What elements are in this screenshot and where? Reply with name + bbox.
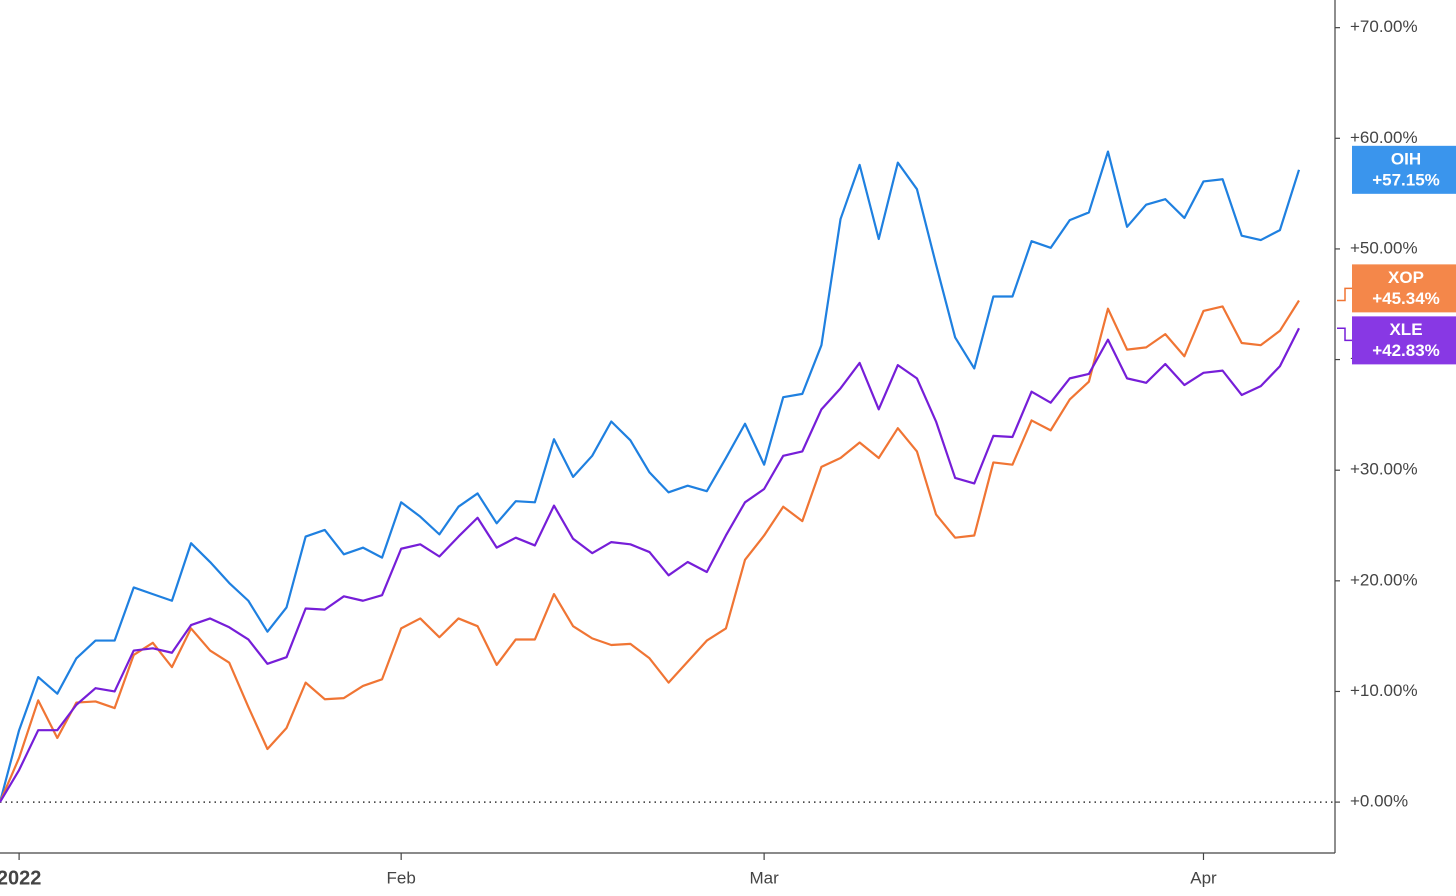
line-series — [0, 327, 1300, 803]
end-label-box — [1352, 316, 1456, 365]
line-series — [0, 299, 1300, 803]
y-tick-label: +50.00% — [1350, 238, 1418, 257]
end-value-label: +45.34% — [1372, 289, 1440, 308]
legend-label: OIH — [1391, 149, 1421, 168]
y-tick-label: +70.00% — [1350, 17, 1418, 36]
x-tick-label: 2022 — [0, 867, 41, 889]
end-value-label: +57.15% — [1372, 170, 1440, 189]
x-tick-label: Feb — [387, 868, 416, 887]
label-connector — [1337, 327, 1352, 342]
y-tick-label: +60.00% — [1350, 128, 1418, 147]
label-connector — [1337, 287, 1352, 302]
y-tick-label: +10.00% — [1350, 681, 1418, 700]
end-label-box — [1352, 264, 1456, 313]
y-tick-label: +0.00% — [1350, 792, 1408, 811]
x-tick-label: Mar — [749, 868, 779, 887]
end-value-label: +42.83% — [1372, 341, 1440, 360]
line-series — [0, 150, 1301, 803]
legend-label: XOP — [1388, 268, 1424, 287]
y-tick-label: +20.00% — [1350, 570, 1418, 589]
x-tick-label: Apr — [1190, 868, 1217, 887]
legend-label: XLE — [1389, 320, 1422, 339]
y-tick-label: +30.00% — [1350, 460, 1418, 479]
end-label-box — [1352, 145, 1456, 194]
